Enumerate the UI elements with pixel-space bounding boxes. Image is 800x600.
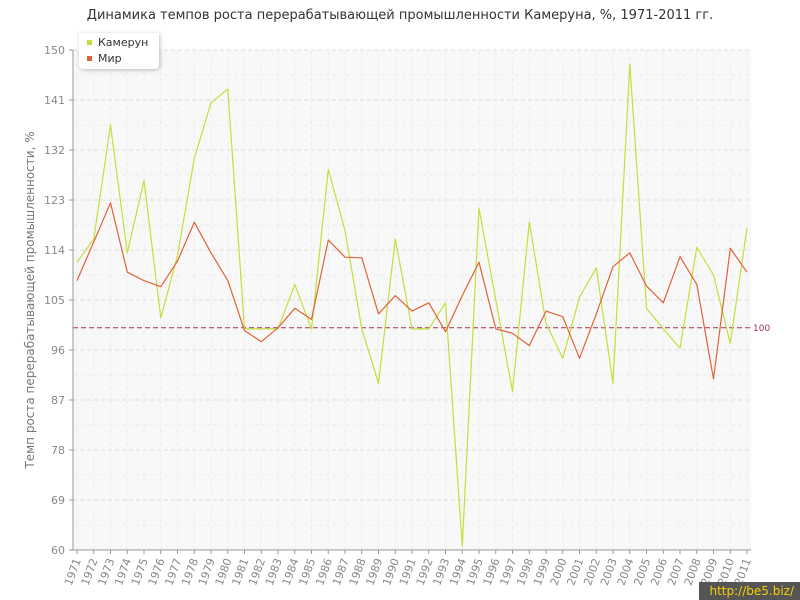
y-tick-label: 96 — [51, 344, 65, 357]
legend-swatch-cameroon — [87, 39, 92, 45]
y-tick-label: 60 — [51, 544, 65, 557]
y-tick-label: 123 — [44, 194, 65, 207]
series-line-world[interactable] — [76, 202, 748, 380]
chart-title: Динамика темпов роста перерабатывающей п… — [86, 8, 714, 23]
y-tick-label: 87 — [51, 394, 65, 407]
y-tick-label: 78 — [51, 444, 65, 457]
legend-item-cameroon[interactable]: Камерун — [87, 36, 148, 50]
y-tick-label: 150 — [44, 44, 65, 57]
legend-label-world: Мир — [98, 52, 122, 65]
legend-swatch-world — [87, 55, 92, 61]
y-tick-label: 69 — [51, 494, 65, 507]
watermark-link[interactable]: http://be5.biz/ — [699, 582, 800, 600]
reference-line-label: 100 — [753, 324, 770, 334]
legend-label-cameroon: Камерун — [98, 36, 149, 49]
legend-item-world[interactable]: Мир — [87, 52, 122, 66]
y-tick-label: 132 — [44, 144, 65, 157]
series-line-cameroon[interactable] — [76, 63, 748, 547]
y-tick-label: 141 — [44, 94, 65, 107]
legend: Камерун Мир — [79, 33, 159, 69]
y-tick-label: 105 — [44, 294, 65, 307]
y-tick-label: 114 — [44, 244, 65, 257]
